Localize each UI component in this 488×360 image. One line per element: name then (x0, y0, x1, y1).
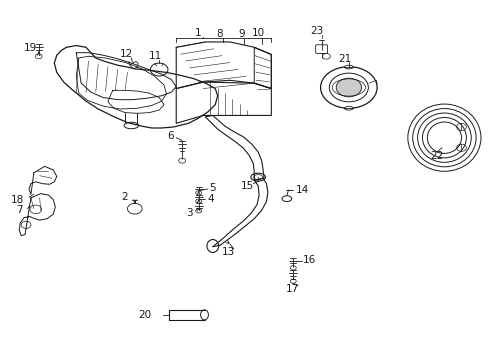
Text: 16: 16 (303, 255, 316, 265)
Text: 4: 4 (207, 194, 214, 204)
Text: 5: 5 (209, 183, 216, 193)
Ellipse shape (344, 107, 352, 110)
Text: 18: 18 (11, 195, 24, 205)
Text: 9: 9 (238, 29, 245, 39)
Text: 6: 6 (167, 131, 173, 141)
Text: 2: 2 (122, 192, 128, 202)
Text: 19: 19 (23, 43, 37, 53)
Text: 13: 13 (222, 247, 235, 257)
Text: 7: 7 (16, 206, 22, 216)
Circle shape (335, 78, 361, 97)
Text: 12: 12 (120, 49, 133, 59)
Text: 15: 15 (240, 181, 253, 191)
Text: 22: 22 (429, 150, 443, 161)
Text: 8: 8 (215, 29, 222, 39)
Text: 20: 20 (138, 310, 151, 320)
Ellipse shape (344, 65, 352, 69)
Text: 14: 14 (295, 185, 308, 195)
Text: 1: 1 (194, 28, 201, 38)
Text: 10: 10 (251, 28, 264, 38)
Text: 3: 3 (186, 208, 193, 218)
Text: 21: 21 (337, 54, 350, 64)
Text: 17: 17 (285, 284, 298, 294)
Text: 11: 11 (149, 51, 162, 61)
Text: 23: 23 (309, 26, 323, 36)
